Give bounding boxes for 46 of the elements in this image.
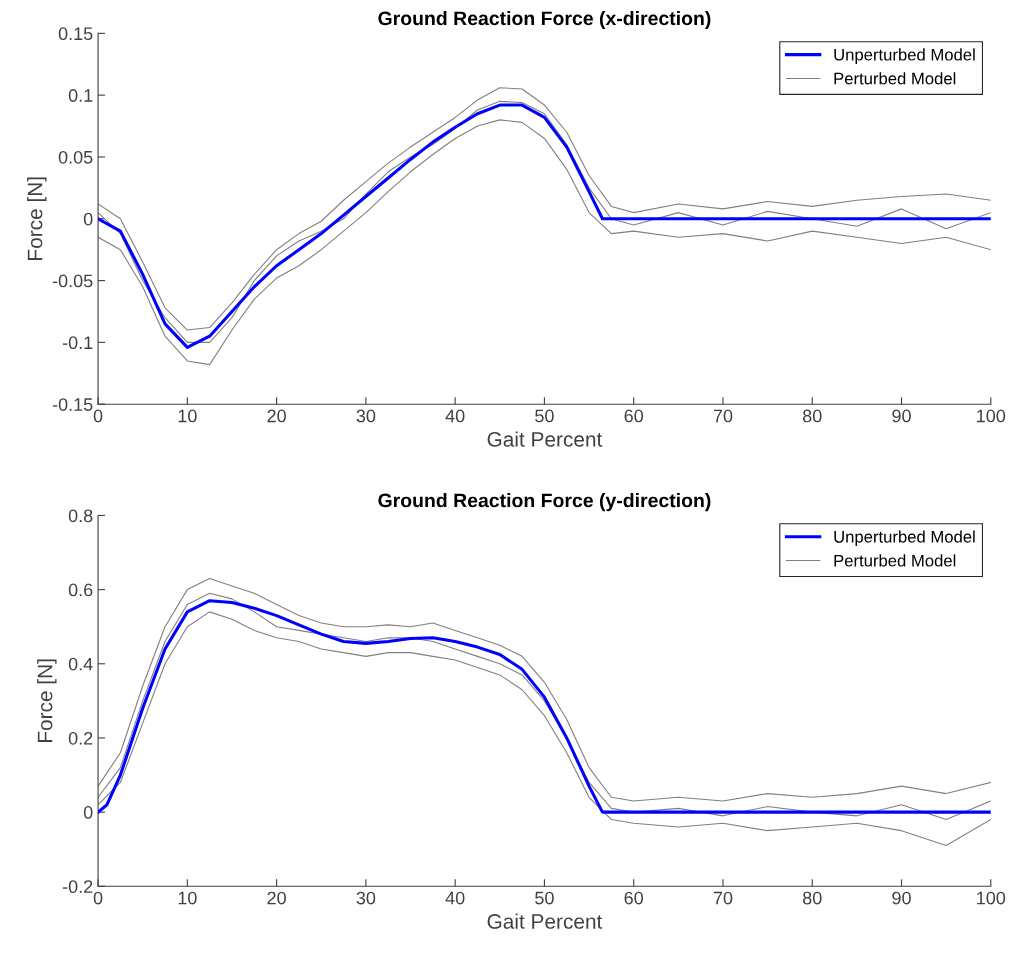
- y-axis-title: Force [N]: [27, 177, 47, 260]
- x-tick-label: 40: [445, 891, 465, 905]
- x-tick-label: 20: [267, 409, 286, 423]
- x-tick-label: 80: [802, 409, 822, 423]
- x-tick-label: 70: [713, 891, 733, 905]
- x-tick-label: 50: [535, 409, 554, 423]
- x-tick-label: 40: [445, 409, 465, 423]
- x-tick-label: 90: [892, 409, 911, 423]
- y-tick-label: 0.2: [68, 731, 93, 745]
- x-axis-title: Gait Percent: [487, 913, 603, 929]
- chart-title: Ground Reaction Force (x-direction): [378, 10, 711, 30]
- legend-label: Perturbed Model: [834, 554, 956, 567]
- x-tick-label: 30: [356, 409, 376, 423]
- line-series: [98, 611, 991, 847]
- x-tick-label: 10: [178, 891, 197, 905]
- y-tick-label: -0.15: [52, 398, 93, 411]
- y-tick-label: 0: [83, 212, 93, 226]
- x-tick-label: 10: [178, 409, 197, 423]
- y-tick-label: -0.2: [62, 880, 93, 894]
- x-tick-label: 100: [977, 891, 1006, 905]
- x-tick-label: 60: [624, 409, 644, 423]
- legend-label: Unperturbed Model: [834, 48, 975, 64]
- x-tick-label: 70: [713, 409, 733, 423]
- y-tick-label: 0.4: [68, 657, 93, 671]
- legend-label: Unperturbed Model: [834, 530, 975, 546]
- x-tick-label: 20: [267, 891, 286, 905]
- x-tick-label: 50: [535, 891, 554, 905]
- legend-label: Perturbed Model: [834, 72, 956, 85]
- x-tick-label: 60: [624, 891, 644, 905]
- y-tick-label: 0.15: [58, 27, 93, 41]
- chart-title: Ground Reaction Force (y-direction): [378, 493, 711, 512]
- x-axis-title: Gait Percent: [487, 431, 603, 447]
- y-tick-label: 0.05: [58, 150, 93, 164]
- x-tick-label: 0: [93, 409, 103, 423]
- x-tick-label: 0: [93, 891, 103, 905]
- y-tick-label: 0.8: [68, 509, 93, 523]
- y-tick-label: -0.1: [62, 336, 93, 350]
- x-tick-label: 80: [802, 891, 822, 905]
- y-tick-label: 0: [83, 806, 93, 819]
- x-tick-label: 90: [892, 891, 911, 905]
- y-tick-label: 0.1: [68, 89, 93, 102]
- x-tick-label: 100: [977, 409, 1006, 423]
- y-tick-label: 0.6: [68, 583, 93, 597]
- y-tick-label: -0.05: [52, 274, 93, 288]
- y-axis-title: Force [N]: [37, 659, 57, 742]
- x-tick-label: 30: [356, 891, 376, 905]
